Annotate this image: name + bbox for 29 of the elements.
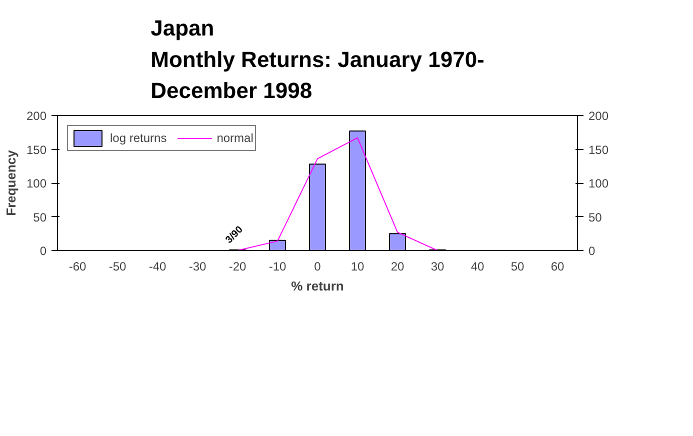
y-tick-label: 200	[26, 109, 47, 123]
y2-tick-label: 200	[588, 109, 609, 123]
x-tick-label: -60	[68, 260, 86, 274]
y-tick-label: 50	[33, 210, 47, 224]
x-tick-label: 20	[390, 260, 404, 274]
x-tick-label: -40	[148, 260, 166, 274]
x-axis-title: % return	[291, 278, 344, 294]
x-tick-label: -50	[108, 260, 126, 274]
x-tick-label: 10	[350, 260, 364, 274]
y2-tick-label: 0	[588, 244, 596, 258]
y2-tick-label: 100	[588, 176, 609, 190]
x-tick-label: 50	[510, 260, 524, 274]
y-axis-title: Frequency	[3, 149, 18, 216]
x-tick-label: 30	[430, 260, 444, 274]
legend-label: log returns	[110, 131, 167, 145]
y2-tick-label: 50	[588, 210, 602, 224]
x-tick-label: 0	[314, 260, 322, 274]
x-tick-label: 40	[470, 260, 484, 274]
x-tick-label: 60	[550, 260, 564, 274]
y-tick-label: 150	[26, 142, 47, 157]
annotation: 3/90	[224, 224, 246, 246]
y-tick-label: 100	[26, 176, 47, 190]
x-tick-label: -10	[268, 260, 286, 274]
y-tick-label: 0	[40, 244, 47, 258]
y2-tick-label: 150	[588, 142, 609, 157]
legend-label: normal	[216, 131, 254, 145]
x-tick-label: -20	[228, 260, 246, 274]
chart-title: Japan Monthly Returns: January 1970- December 1998	[150, 16, 484, 103]
x-tick-label: -30	[188, 260, 206, 274]
